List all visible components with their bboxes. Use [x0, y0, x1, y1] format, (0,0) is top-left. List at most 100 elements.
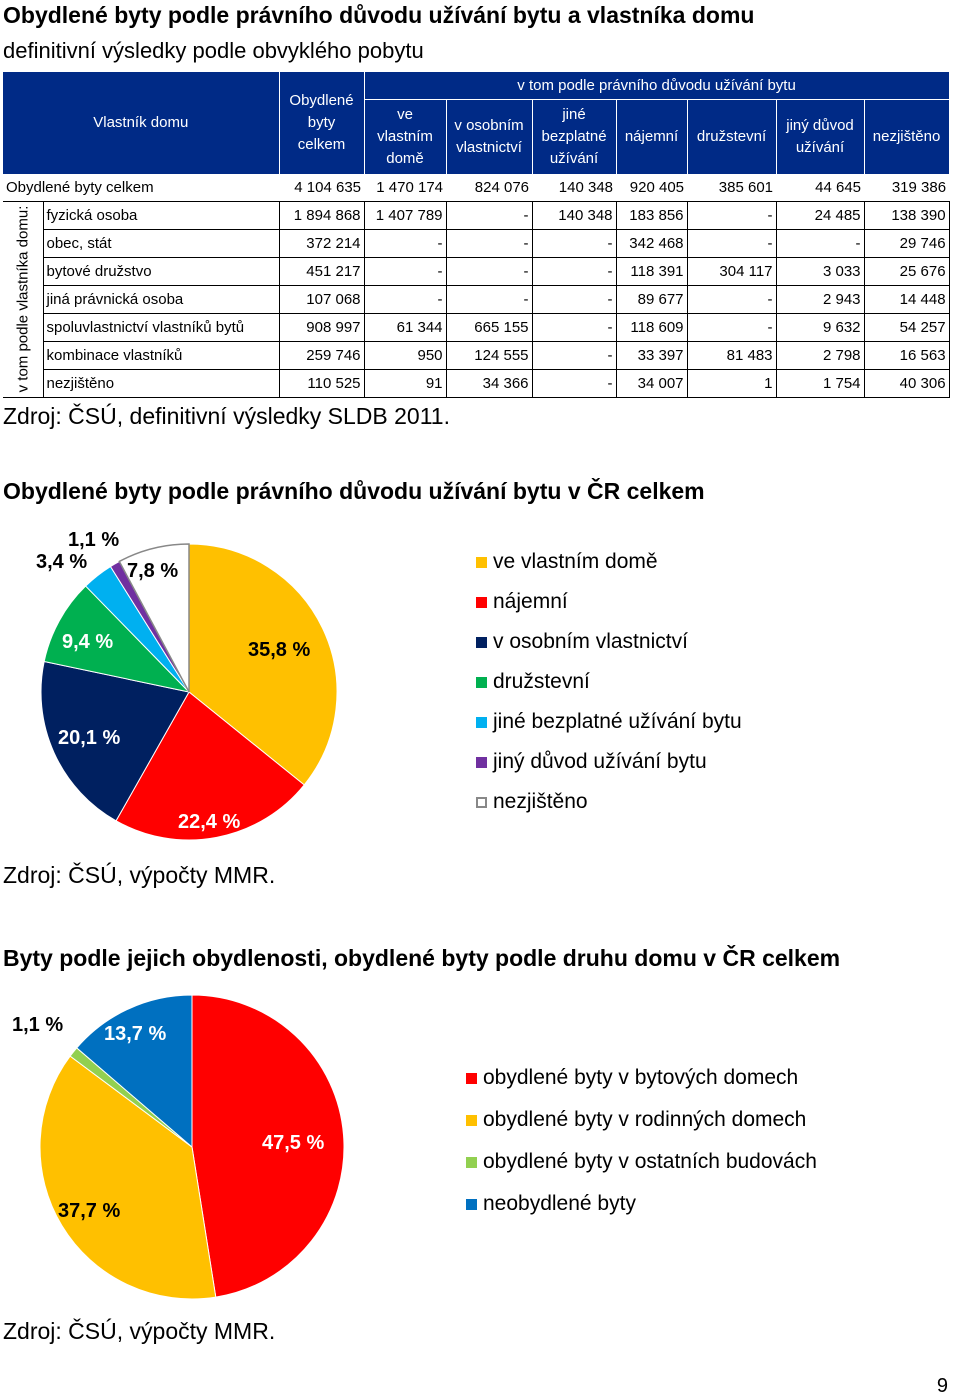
legend-item: obydlené byty v bytových domech	[466, 1066, 798, 1090]
pie-data-label: 3,4 %	[36, 551, 87, 573]
pie2-source: Zdroj: ČSÚ, výpočty MMR.	[3, 1318, 276, 1344]
row-label: obec, stát	[43, 229, 280, 258]
legend-swatch	[466, 1114, 477, 1126]
table-cell: 665 155	[446, 313, 533, 342]
pie-data-label: 47,5 %	[262, 1132, 324, 1154]
table-cell: 81 483	[687, 341, 777, 370]
table-source: Zdroj: ČSÚ, definitivní výsledky SLDB 20…	[3, 403, 450, 429]
table-subtitle: definitivní výsledky podle obvyklého pob…	[3, 38, 424, 63]
pie-slice	[76, 994, 193, 1149]
legend-item: obydlené byty v rodinných domech	[466, 1108, 806, 1132]
total-cell: 4 104 635	[279, 173, 365, 202]
legend-swatch	[476, 636, 487, 648]
row-label: bytové družstvo	[43, 257, 280, 286]
table-cell: -	[532, 313, 617, 342]
legend-swatch	[476, 596, 487, 608]
row-label: spoluvlastnictví vlastníků bytů	[43, 313, 280, 342]
table-cell: -	[532, 285, 617, 314]
pie-slice	[191, 994, 345, 1298]
legend-item: ve vlastním domě	[476, 550, 658, 574]
row-label: kombinace vlastníků	[43, 341, 280, 370]
table-row: v tom podle vlastníka domu: fyzická osoba…	[3, 201, 950, 398]
table-cell: 1 407 789	[364, 201, 447, 230]
table-cell: 118 609	[616, 313, 688, 342]
pie-data-label: 7,8 %	[127, 560, 178, 582]
table-cell: 14 448	[864, 285, 950, 314]
table-cell: 9 632	[776, 313, 865, 342]
side-label: v tom podle vlastníka domu:	[14, 205, 32, 393]
table-cell: 259 746	[279, 341, 365, 370]
total-row: Obydlené byty celkem 4 104 635 1 470 174 82…	[3, 173, 950, 202]
pie-chart-legal-reason: 35,8 % 22,4 % 20,1 % 9,4 % 3,4 %1,1 % 7,8 %	[36, 529, 338, 841]
table-row: nezjištěno 110 525 91 34 366-34 007 1 1 754 40…	[3, 369, 950, 398]
table-cell: -	[446, 201, 533, 230]
table-cell: 89 677	[616, 285, 688, 314]
column-header: nájemní	[616, 99, 688, 174]
row-label: jiná právnická osoba	[43, 285, 280, 314]
total-cell: 44 645	[776, 173, 865, 202]
table-cell: 304 117	[687, 257, 777, 286]
column-header: jiné bezplatné užívání	[532, 99, 617, 174]
legend-label: jiné bezplatné užívání bytu	[493, 710, 742, 733]
table-cell: -	[687, 313, 777, 342]
pie-data-label: 20,1 %	[58, 727, 120, 749]
table-cell: 138 390	[864, 201, 950, 230]
row-label: fyzická osoba	[43, 201, 280, 230]
legend-item: jiné bezplatné užívání bytu	[476, 710, 742, 734]
side-label-cell: v tom podle vlastníka domu:	[3, 201, 44, 398]
legend-label: obydlené byty v bytových domech	[483, 1066, 799, 1089]
table-cell: -	[532, 257, 617, 286]
legend-label: nájemní	[493, 590, 568, 613]
total-cell: 319 386	[864, 173, 950, 202]
table-cell: 908 997	[279, 313, 365, 342]
table-row: obec, stát 372 214- - -342 468- -29 746	[3, 229, 950, 258]
pie-data-label: 22,4 %	[178, 811, 240, 833]
table-cell: 110 525	[279, 369, 365, 398]
table-cell: -	[687, 285, 777, 314]
table-cell: 451 217	[279, 257, 365, 286]
legend-item: družstevní	[476, 670, 590, 694]
table-cell: 950	[364, 341, 447, 370]
header-owner: Vlastník domu	[3, 72, 280, 174]
table-cell: -	[532, 341, 617, 370]
table-cell: 16 563	[864, 341, 950, 370]
pie-data-label: 9,4 %	[62, 631, 113, 653]
table-cell: 107 068	[279, 285, 365, 314]
table-cell: 118 391	[616, 257, 688, 286]
legend-label: družstevní	[493, 670, 590, 693]
pie-data-label: 37,7 %	[58, 1200, 120, 1222]
pie1-source: Zdroj: ČSÚ, výpočty MMR.	[3, 862, 276, 888]
table-cell: 183 856	[616, 201, 688, 230]
table-cell: -	[364, 285, 447, 314]
table-cell: -	[364, 229, 447, 258]
legend-item: nájemní	[476, 590, 568, 614]
table-cell: -	[446, 229, 533, 258]
pie-slice	[115, 691, 305, 841]
total-row-label: Obydlené byty celkem	[3, 173, 280, 202]
legend-item: v osobním vlastnictví	[476, 630, 688, 654]
ownership-table: Vlastník domu Obydlené byty celkem v tom…	[3, 72, 950, 398]
table-cell: 33 397	[616, 341, 688, 370]
table-cell: 34 007	[616, 369, 688, 398]
column-header: jiný důvod užívání	[776, 99, 865, 174]
table-cell: 342 468	[616, 229, 688, 258]
header-total: Obydlené byty celkem	[279, 72, 365, 174]
legend-swatch	[466, 1198, 477, 1210]
column-header: družstevní	[687, 99, 777, 174]
total-cell: 1 470 174	[364, 173, 447, 202]
legend-swatch	[476, 796, 487, 808]
legend-label: obydlené byty v rodinných domech	[483, 1108, 807, 1131]
legend-item: nezjištěno	[476, 790, 588, 814]
pie-slice	[118, 543, 190, 693]
table-cell: -	[446, 285, 533, 314]
table-cell: 2 798	[776, 341, 865, 370]
legend-swatch	[476, 676, 487, 688]
total-cell: 920 405	[616, 173, 688, 202]
legend-label: obydlené byty v ostatních budovách	[483, 1150, 817, 1173]
table-cell: 34 366	[446, 369, 533, 398]
table-cell: 25 676	[864, 257, 950, 286]
header-group: v tom podle právního důvodu užívání bytu	[364, 72, 950, 100]
table-cell: 2 943	[776, 285, 865, 314]
pie-slice	[43, 585, 191, 693]
pie-slice	[39, 1055, 217, 1300]
